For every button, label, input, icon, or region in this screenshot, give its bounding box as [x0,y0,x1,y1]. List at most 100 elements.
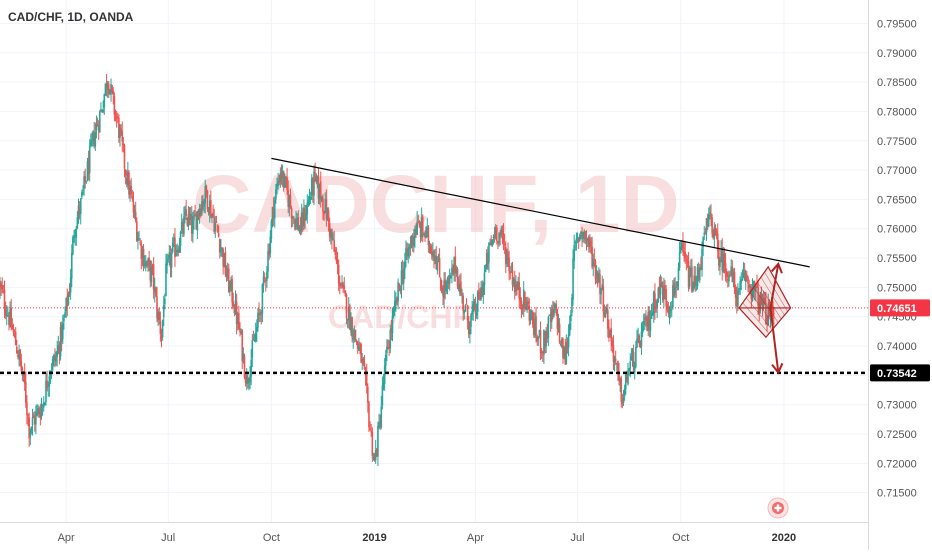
candle-up [659,283,662,295]
candle-up [259,313,261,316]
candle-up [221,247,223,250]
candle-down [439,278,442,290]
candle-down [317,177,320,199]
candle-up [350,319,352,333]
candle-down [541,351,544,354]
candle-up [378,422,380,429]
candle-down [433,250,435,260]
candle-down [32,415,35,419]
pattern-hatch [753,287,779,323]
y-tick-label: 0.78000 [877,106,917,118]
candle-down [733,272,736,289]
candle-down [335,256,338,262]
candle-up [29,430,32,437]
candle-up [133,209,136,212]
candle-up [271,207,274,221]
candle-down [58,345,61,355]
candle-up [72,236,74,255]
candle-up [69,277,72,293]
candle-down [683,250,685,253]
candle-up [189,213,192,221]
candle-down [38,408,41,415]
candle-down [474,302,477,314]
candle-down [558,323,561,343]
candle-up [630,356,633,361]
candle-down [13,333,16,335]
projection-arrow[interactable] [769,307,780,373]
candle-up [609,330,611,336]
candle-up [208,200,211,215]
candle-up [67,293,70,305]
candle-down [497,240,499,244]
candle-down [691,266,693,292]
candle-down [648,310,651,330]
candle-down [299,226,302,233]
projection-arrow[interactable] [769,263,780,309]
candle-down [244,377,247,383]
candle-up [296,218,298,221]
candle-down [675,286,678,288]
candle-up [492,236,495,238]
candle-down [417,222,420,224]
candle-up [110,83,112,92]
drawing-layer[interactable] [0,157,868,375]
candle-up [698,267,701,281]
candle-up [9,309,11,326]
candle-up [234,300,237,312]
candle-down [60,324,63,342]
candle-down [467,320,470,335]
candle-down [159,321,162,335]
candle-up [510,271,513,273]
candle-down [46,380,48,389]
candle-up [628,368,630,371]
candle-up [759,292,762,312]
candle-down [54,355,56,361]
add-drawing-button[interactable] [767,497,789,519]
candle-up [270,220,273,239]
candle-down [125,177,128,185]
candle-down [424,232,426,238]
candle-down [388,348,390,350]
candle-up [187,213,190,227]
candle-down [121,131,124,142]
candle-down [304,209,306,222]
candle-up [629,361,632,370]
candle-down [371,431,374,456]
candle-down [535,316,537,336]
candle-down [727,278,729,281]
candle-down [142,248,145,267]
candle-down [396,297,398,303]
candle-up [707,214,710,227]
candle-down [188,214,191,219]
candle-up [668,311,671,314]
candle-down [518,281,521,299]
candle-up [64,312,66,317]
candle-down [682,242,684,253]
trendline[interactable] [271,157,810,268]
candle-up [129,188,131,195]
candle-down [363,362,366,370]
y-tick-label: 0.76000 [877,224,917,236]
candle-down [205,185,208,193]
candle-down [552,309,554,316]
candle-up [471,311,473,315]
candle-down [344,290,347,297]
candle-down [362,358,365,365]
candle-up [81,192,83,198]
candle-down [238,313,240,330]
candle-down [10,307,13,328]
candle-up [203,202,205,207]
candle-up [464,305,467,312]
candle-down [87,159,90,175]
candle-up [316,176,319,183]
candle-down [1,285,4,290]
candle-down [521,307,524,310]
candle-down [345,294,348,319]
candle-down [124,170,127,176]
candle-down [16,346,18,354]
candle-down [602,286,605,312]
candle-up [358,346,360,351]
candle-down [107,84,110,95]
candle-down [120,128,122,132]
